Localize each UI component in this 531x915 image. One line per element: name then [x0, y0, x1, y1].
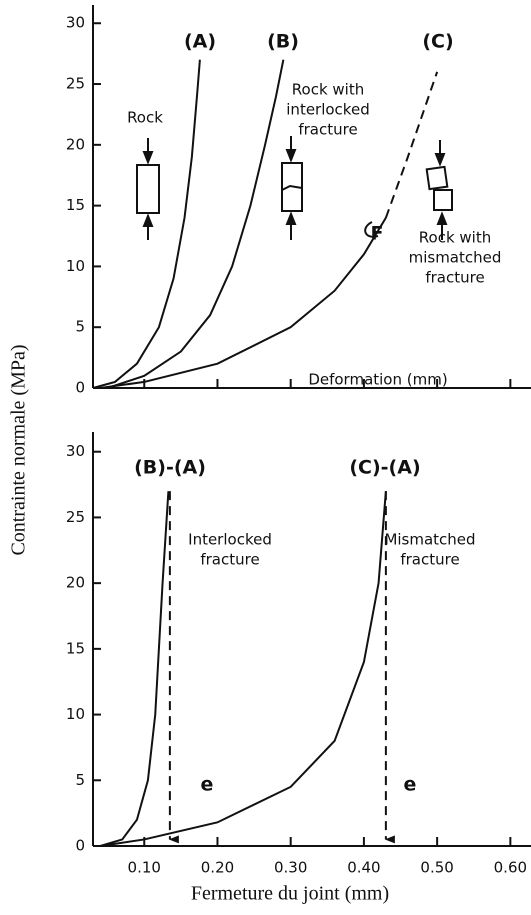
- y-tick-label: 15: [66, 639, 85, 657]
- annotation: (C)-(A): [349, 457, 420, 479]
- x-tick-label: 0.10: [128, 859, 161, 877]
- annotation: Rock with: [292, 81, 364, 99]
- annotation: e: [201, 774, 214, 796]
- y-tick-label: 5: [75, 771, 85, 789]
- annotation: e: [404, 774, 417, 796]
- y-tick-label: 25: [66, 508, 85, 526]
- annotation: Deformation (mm): [308, 371, 447, 389]
- curve: [107, 59, 285, 389]
- annotation: Rock with: [419, 229, 491, 247]
- annotation: (B): [267, 31, 299, 53]
- x-tick-label: 0.30: [274, 859, 307, 877]
- y-tick-label: 30: [66, 14, 85, 32]
- mismatched-icon: [425, 140, 453, 240]
- y-tick-label: 10: [66, 705, 85, 723]
- y-tick-label: 20: [66, 135, 85, 153]
- rock-icon: [136, 138, 160, 240]
- x-tick-label: 0.20: [201, 859, 234, 877]
- annotation: fracture: [400, 551, 459, 569]
- curve: [100, 491, 387, 847]
- annotation: (B)-(A): [134, 457, 206, 479]
- y-tick-label: 20: [66, 574, 85, 592]
- annotation: F: [371, 223, 384, 245]
- annotation: interlocked: [286, 101, 369, 119]
- annotation: (A): [184, 31, 216, 53]
- y-axis-title: Contrainte normale (MPa): [8, 344, 30, 555]
- x-tick-label: 0.50: [420, 859, 453, 877]
- annotation: fracture: [425, 269, 484, 287]
- annotation: mismatched: [409, 249, 502, 267]
- y-tick-label: 0: [75, 379, 85, 397]
- annotation: Rock: [127, 109, 163, 127]
- x-tick-label: 0.40: [347, 859, 380, 877]
- curve: [100, 491, 170, 847]
- annotation: fracture: [298, 121, 357, 139]
- dashed-curve: [384, 71, 439, 219]
- curve: [100, 217, 387, 389]
- y-tick-label: 30: [66, 442, 85, 460]
- y-tick-label: 10: [66, 257, 85, 275]
- annotation: Interlocked: [188, 531, 272, 549]
- annotation: (C): [422, 31, 453, 53]
- x-tick-label: 0.60: [494, 859, 527, 877]
- curve: [92, 59, 201, 389]
- y-tick-label: 0: [75, 837, 85, 855]
- interlocked-icon: [281, 136, 303, 240]
- annotation: fracture: [200, 551, 259, 569]
- y-tick-label: 25: [66, 75, 85, 93]
- y-tick-label: 15: [66, 196, 85, 214]
- annotation: Mismatched: [384, 531, 475, 549]
- x-axis-title: Fermeture du joint (mm): [191, 883, 389, 905]
- y-tick-label: 5: [75, 318, 85, 336]
